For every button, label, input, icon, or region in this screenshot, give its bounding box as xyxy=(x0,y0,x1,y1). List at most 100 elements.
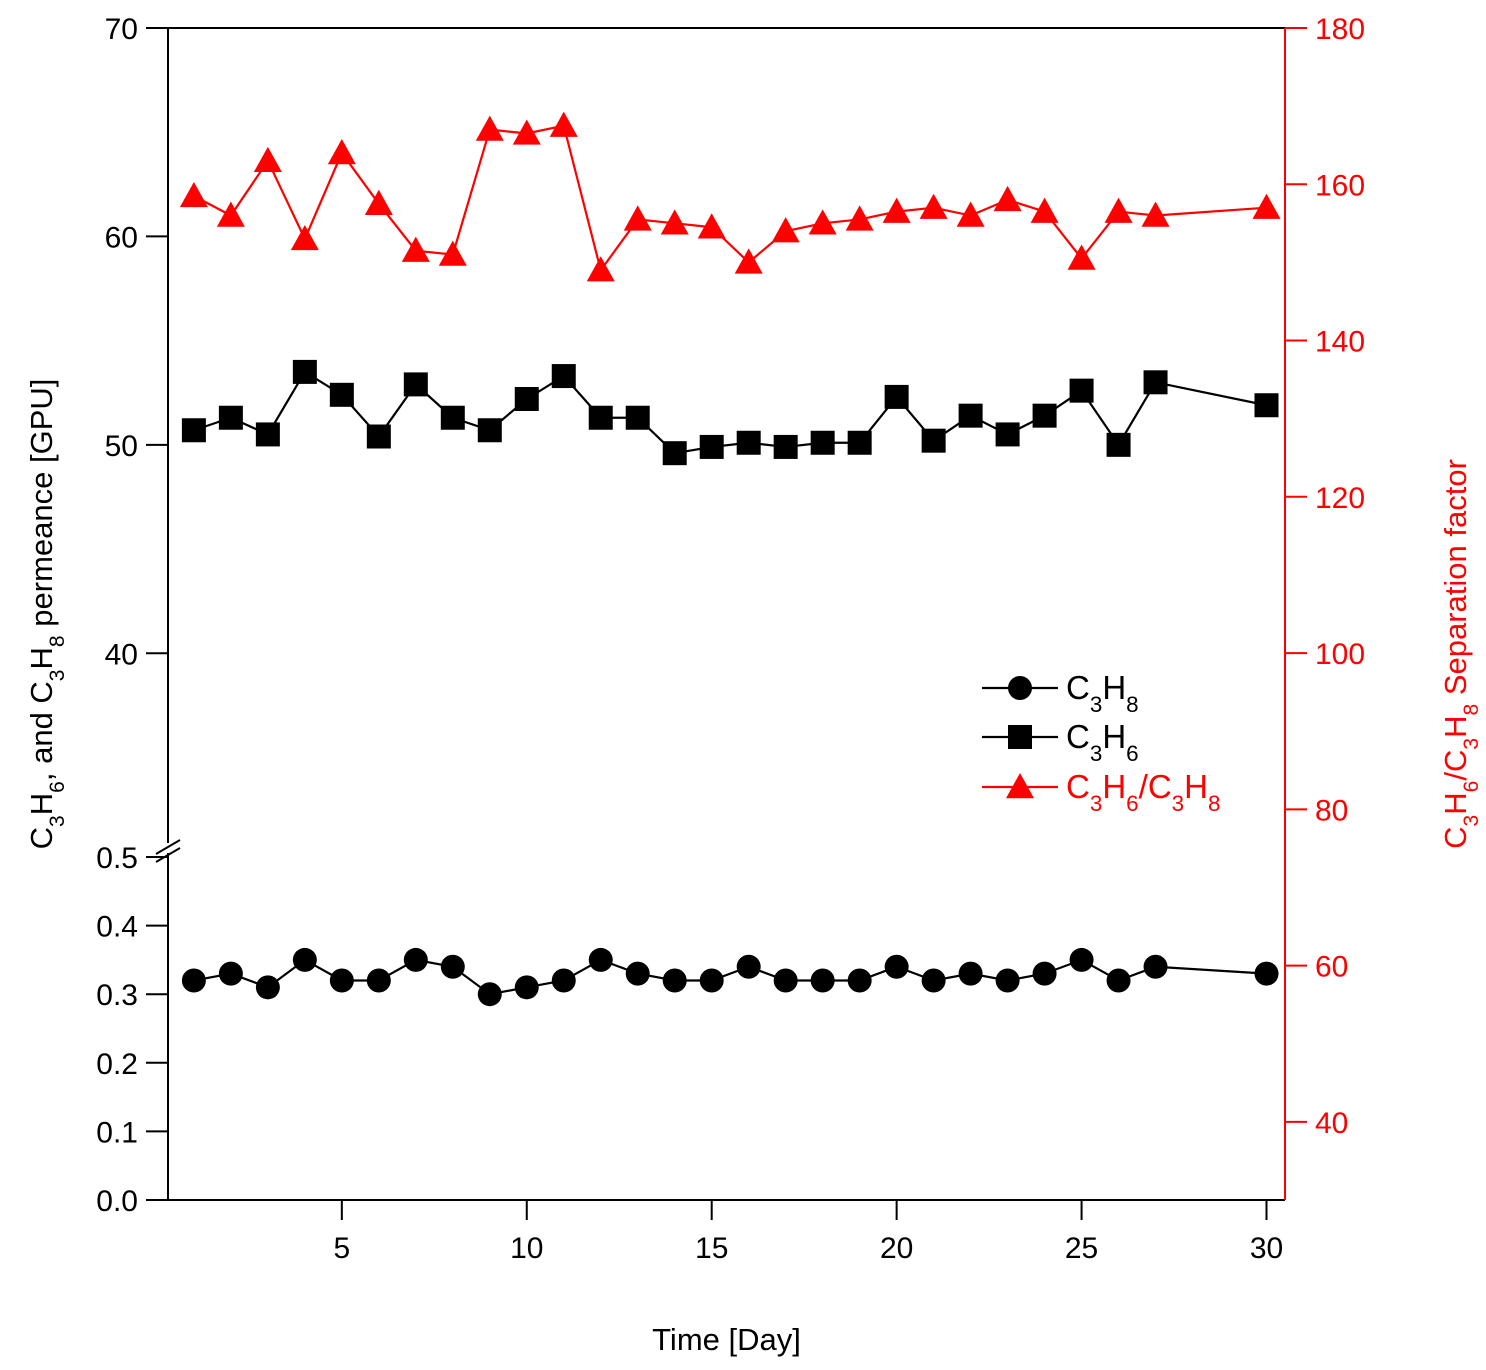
subscript: 3 xyxy=(1460,738,1483,750)
subscript: 3 xyxy=(46,669,69,681)
x-tick-label: 30 xyxy=(1250,1232,1283,1265)
data-point-triangle xyxy=(623,205,652,231)
data-point-circle xyxy=(366,968,391,993)
data-point-triangle xyxy=(475,115,504,141)
data-point-square xyxy=(477,418,502,443)
left-tick-label: 40 xyxy=(105,638,138,671)
series-line xyxy=(193,370,1267,455)
plot-frame xyxy=(155,27,1286,1201)
data-point-circle xyxy=(255,975,280,1000)
series-2 xyxy=(179,111,1281,282)
data-point-square xyxy=(255,422,280,447)
x-tick-label: 20 xyxy=(880,1232,913,1265)
data-point-square xyxy=(847,430,872,455)
x-axis-title: Time [Day] xyxy=(652,1322,801,1357)
data-point-square xyxy=(958,403,983,428)
data-point-triangle xyxy=(216,201,245,227)
legend-label: C3H6/C3H8 xyxy=(1066,768,1220,816)
data-point-circle xyxy=(588,947,613,972)
right-tick-label: 140 xyxy=(1315,326,1365,359)
legend-item: C3H8 xyxy=(982,669,1139,717)
data-point-square xyxy=(699,434,724,459)
data-point-circle xyxy=(625,961,650,986)
subscript: 3 xyxy=(1460,815,1483,827)
data-point-square xyxy=(218,405,243,430)
data-point-square xyxy=(440,405,465,430)
data-point-square xyxy=(736,430,761,455)
data-point-triangle xyxy=(253,146,282,173)
data-point-triangle xyxy=(660,209,689,235)
data-point-square xyxy=(1254,393,1279,418)
data-point-triangle xyxy=(1141,201,1170,227)
data-point-circle xyxy=(514,975,539,1000)
text-part: H xyxy=(1438,716,1473,738)
data-point-circle xyxy=(1032,961,1057,986)
series-0 xyxy=(181,947,1279,1007)
right-axis: 40 60 80 100 120 140 160 180 xyxy=(1285,13,1365,1140)
left-tick-label: 50 xyxy=(105,430,138,463)
data-point-circle xyxy=(995,968,1020,993)
data-point-square xyxy=(662,441,687,466)
data-point-circle xyxy=(329,968,354,993)
series-line xyxy=(193,124,1267,273)
data-point-triangle xyxy=(290,224,319,251)
data-point-square xyxy=(588,405,613,430)
data-point-circle xyxy=(181,968,206,993)
data-point-circle xyxy=(1254,961,1279,986)
data-point-square xyxy=(1143,370,1168,395)
text-part: H xyxy=(1102,669,1126,706)
data-point-circle xyxy=(551,968,576,993)
text-part: permeance [GPU] xyxy=(24,379,59,636)
subscript: 8 xyxy=(1460,704,1483,716)
text-part: C xyxy=(24,827,59,849)
x-tick-label: 5 xyxy=(333,1232,350,1265)
right-tick-label: 100 xyxy=(1315,638,1365,671)
text-part: C xyxy=(1438,827,1473,849)
data-point-triangle xyxy=(734,248,763,274)
series-line xyxy=(193,958,1267,996)
text-part: C xyxy=(1066,669,1090,706)
data-point-circle xyxy=(810,968,835,993)
data-point-circle xyxy=(847,968,872,993)
left-tick-label: 0.4 xyxy=(96,911,138,944)
series-layer xyxy=(179,111,1281,1007)
data-point-square xyxy=(625,405,650,430)
data-point-circle xyxy=(736,954,761,979)
text-part: C xyxy=(1066,718,1090,755)
text-part: H xyxy=(1438,792,1473,814)
data-point-triangle xyxy=(327,139,356,165)
series-1 xyxy=(181,359,1279,466)
data-point-circle xyxy=(1106,968,1131,993)
data-point-circle xyxy=(884,954,909,979)
data-point-triangle xyxy=(364,189,393,215)
axis-break-mark xyxy=(155,847,181,863)
data-point-square xyxy=(810,430,835,455)
right-tick-label: 180 xyxy=(1315,13,1365,46)
data-point-triangle xyxy=(438,240,467,266)
left-tick-label: 0.5 xyxy=(96,842,138,875)
right-tick-label: 60 xyxy=(1315,951,1348,984)
legend-item: C3H6 xyxy=(982,718,1139,766)
subscript: 6 xyxy=(1460,781,1483,793)
text-part: H xyxy=(1102,768,1126,805)
data-point-circle xyxy=(403,947,428,972)
data-point-triangle xyxy=(586,256,615,282)
text-part: /C xyxy=(1139,768,1172,805)
subscript: 3 xyxy=(1090,791,1102,816)
right-axis-title: C3H6/C3H8 Separation factor xyxy=(1438,459,1483,849)
text-part: Separation factor xyxy=(1438,459,1473,704)
data-point-square xyxy=(1032,403,1057,428)
data-point-square xyxy=(403,372,428,397)
subscript: 3 xyxy=(46,815,69,827)
text-part: /C xyxy=(1438,750,1473,781)
data-point-triangle xyxy=(771,217,800,243)
subscript: 8 xyxy=(1126,692,1138,717)
subscript: 6 xyxy=(46,781,69,793)
subscript: 8 xyxy=(1208,791,1220,816)
data-point-square xyxy=(1106,432,1131,457)
legend-item: C3H6/C3H8 xyxy=(982,768,1220,816)
data-point-square xyxy=(1069,378,1094,403)
data-point-triangle xyxy=(845,205,874,231)
